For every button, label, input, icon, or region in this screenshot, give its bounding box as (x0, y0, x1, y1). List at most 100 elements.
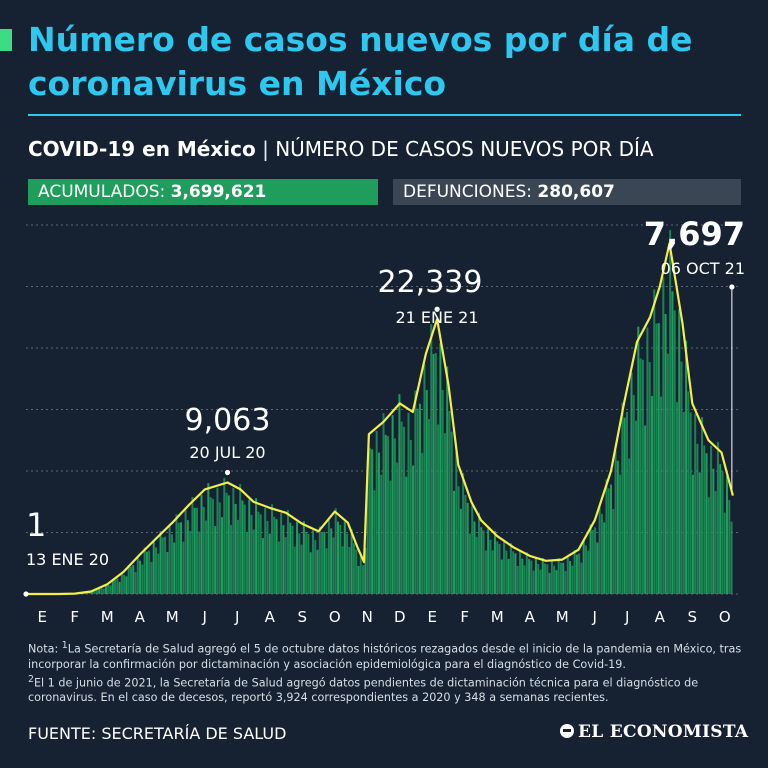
daily-bar (252, 529, 255, 594)
daily-bar (496, 541, 499, 594)
daily-bar (430, 324, 433, 594)
daily-bar (564, 571, 567, 594)
daily-bar (373, 490, 376, 594)
daily-bar (418, 403, 421, 594)
daily-bar (578, 553, 581, 594)
daily-bar (407, 412, 410, 594)
daily-bar (362, 565, 365, 594)
subtitle-bold: COVID-19 en México (28, 137, 256, 161)
daily-bar (107, 585, 110, 594)
daily-bar (475, 536, 478, 594)
daily-bar (721, 471, 724, 594)
daily-bar (666, 353, 669, 594)
daily-bar (569, 561, 572, 594)
daily-bar (712, 468, 715, 594)
daily-bar (152, 541, 155, 594)
x-tick-label: J (592, 608, 597, 626)
daily-bar (289, 522, 292, 594)
deaths-box: DEFUNCIONES: 280,607 (393, 179, 741, 205)
daily-bar (300, 544, 303, 594)
daily-bar (707, 497, 710, 594)
daily-bar (464, 494, 467, 594)
daily-bar (255, 498, 258, 594)
daily-bar (155, 547, 157, 594)
daily-bar (446, 366, 449, 594)
daily-bar (218, 502, 221, 594)
x-tick-label: O (329, 608, 341, 626)
daily-bar (123, 574, 126, 594)
daily-bar (696, 443, 699, 594)
daily-bar (614, 450, 617, 594)
daily-bar (555, 570, 558, 594)
daily-bar (441, 389, 444, 594)
daily-bar (493, 530, 496, 594)
x-tick-label: A (655, 608, 666, 626)
title-divider (28, 114, 741, 116)
daily-bar (280, 512, 283, 594)
daily-bar (275, 519, 278, 594)
daily-bar (466, 502, 469, 594)
daily-bar (266, 520, 269, 594)
daily-bar (598, 507, 601, 594)
daily-bar (205, 520, 208, 594)
daily-bar (685, 340, 688, 594)
daily-bar (227, 495, 230, 594)
daily-bar (519, 551, 521, 594)
note-sup-1: 1 (61, 640, 68, 651)
daily-bar (225, 492, 228, 594)
daily-bar (102, 588, 105, 594)
daily-bar (127, 564, 130, 594)
daily-bar (114, 579, 117, 594)
daily-bar (327, 520, 330, 594)
daily-bar (364, 547, 367, 594)
daily-bar (723, 512, 726, 594)
daily-bar (498, 543, 501, 594)
daily-bar (357, 565, 360, 594)
x-tick-label: A (525, 608, 536, 626)
daily-bar (346, 533, 349, 594)
daily-bar (521, 558, 524, 594)
daily-bar (377, 452, 380, 594)
daily-bar (91, 591, 94, 594)
daily-bar (605, 479, 608, 594)
daily-bar (325, 548, 328, 594)
daily-bar (434, 353, 437, 594)
daily-bar (371, 449, 374, 594)
daily-bar (671, 291, 674, 594)
daily-bar (186, 520, 189, 594)
daily-bar (468, 533, 471, 594)
x-tick-label: J (202, 608, 207, 626)
daily-bar (705, 453, 708, 594)
daily-bar (316, 549, 319, 594)
daily-bar (189, 530, 192, 594)
daily-bar (423, 364, 426, 594)
daily-bar (111, 579, 114, 594)
daily-bar (584, 545, 587, 594)
daily-bar (523, 565, 526, 594)
source-text: FUENTE: SECRETARÍA DE SALUD (28, 724, 287, 743)
daily-bar (425, 390, 428, 594)
daily-bar (589, 524, 592, 594)
daily-bar (380, 474, 383, 594)
daily-bar (141, 564, 144, 594)
daily-bar (575, 554, 578, 594)
daily-bar (600, 513, 603, 594)
daily-bar (368, 447, 371, 594)
daily-bar (246, 532, 248, 594)
annotation-date: 21 ENE 21 (395, 308, 478, 327)
x-tick-label: J (624, 608, 629, 626)
daily-bar (311, 530, 314, 594)
daily-bar (455, 451, 458, 594)
daily-bar (234, 503, 237, 594)
annotation-value: 9,063 (185, 403, 271, 438)
daily-bar (698, 472, 701, 594)
daily-bar (596, 542, 599, 594)
daily-bar (648, 362, 651, 594)
x-tick-label: F (70, 608, 79, 626)
daily-bar (432, 353, 435, 594)
note-sup-2: 2 (28, 673, 34, 685)
daily-bar (375, 430, 378, 594)
daily-bar (214, 526, 217, 594)
